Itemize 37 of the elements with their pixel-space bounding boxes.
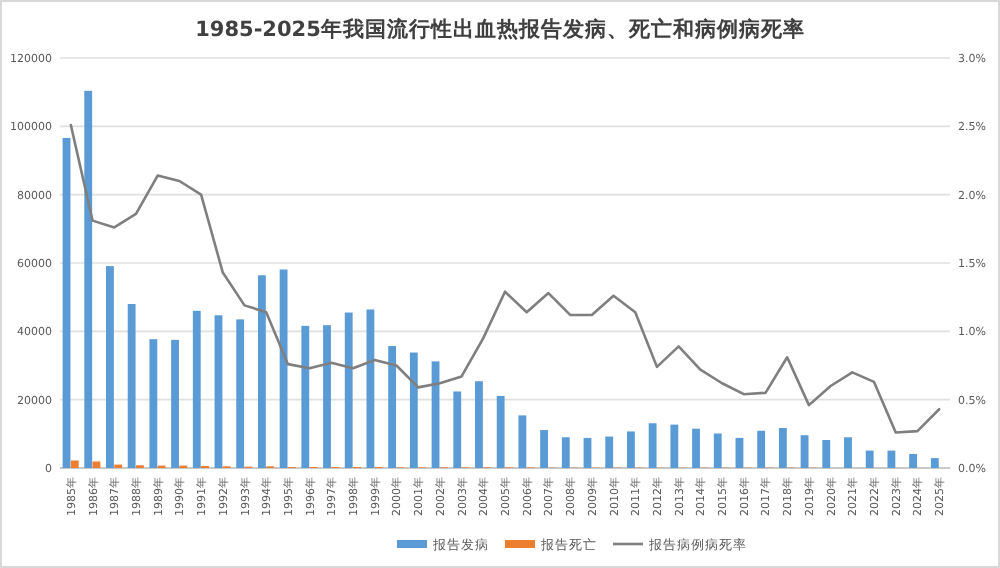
bar <box>106 266 114 468</box>
bar <box>800 435 809 468</box>
bar <box>605 436 614 468</box>
bar <box>236 319 245 468</box>
bar <box>344 312 353 468</box>
bar <box>84 90 93 468</box>
bar <box>670 424 679 468</box>
bar <box>692 428 700 468</box>
bar <box>323 325 331 468</box>
bar <box>627 431 635 468</box>
bar <box>561 437 570 468</box>
bar <box>778 428 787 468</box>
bar <box>757 430 766 468</box>
bar <box>909 453 918 468</box>
bar <box>475 381 483 468</box>
bar <box>409 352 418 468</box>
bar <box>518 415 527 468</box>
bar <box>301 325 310 468</box>
bar <box>648 423 657 468</box>
bar <box>279 269 288 468</box>
bar <box>149 339 158 468</box>
bar <box>844 437 852 468</box>
bar <box>822 439 831 468</box>
chart-title: 1985-2025年我国流行性出血热报告发病、死亡和病例病死率 <box>195 16 805 42</box>
bar <box>496 395 505 468</box>
bar <box>930 458 939 468</box>
bar <box>540 430 548 468</box>
bar <box>70 460 79 468</box>
bar <box>127 304 136 468</box>
bar <box>257 275 266 468</box>
bar <box>887 450 896 468</box>
bar <box>388 346 397 468</box>
bar <box>453 391 462 468</box>
bar <box>865 450 874 468</box>
bar <box>192 310 201 468</box>
bar <box>171 339 179 468</box>
bar <box>713 433 722 468</box>
